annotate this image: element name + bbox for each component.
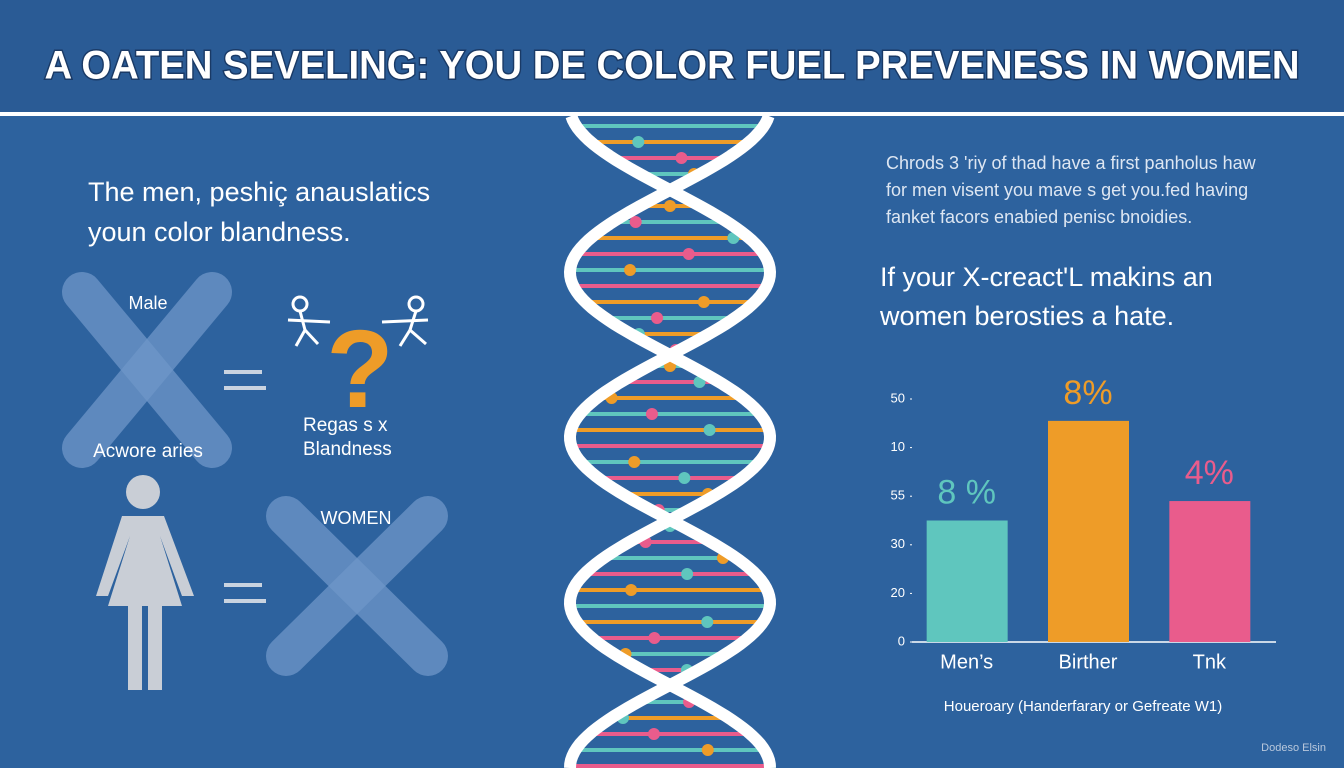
helix-bead	[651, 312, 664, 324]
helix-strand	[563, 113, 777, 768]
dna-helix	[563, 113, 777, 768]
y-tick-label: 30	[891, 536, 905, 551]
figure-icons	[287, 295, 429, 347]
title-bar	[0, 0, 1344, 112]
women-x	[266, 496, 448, 676]
male-caption: Acwore aries	[93, 441, 203, 462]
result-label: Regas s x	[303, 415, 388, 436]
bar-chart: 0 20 30 55 10 50 8 % Men’s 8% Birther 4% Tnk	[891, 374, 1276, 673]
helix-strand	[563, 113, 777, 768]
bar-label: 8 %	[937, 473, 996, 511]
y-tick-label: 10	[891, 439, 905, 454]
paragraph: Chrods 3 'riy of thad have a first panho…	[886, 153, 1257, 173]
helix-bead	[678, 472, 691, 484]
helix-bead	[625, 584, 638, 596]
right-heading: If your X-creact'L makins an	[880, 262, 1213, 292]
result-label: Blandness	[303, 439, 392, 460]
helix-bead	[701, 744, 714, 756]
title: A OATEN SEVELING: YOU DE COLOR FUEL PREV…	[45, 44, 1300, 88]
helix-bead	[682, 248, 695, 260]
male-label: Male	[128, 293, 167, 313]
helix-bead	[703, 424, 716, 436]
women-label: WOMEN	[321, 508, 392, 528]
question-mark: ?	[326, 308, 393, 431]
helix-bead	[645, 408, 658, 420]
helix-bead	[632, 136, 645, 148]
helix-bead	[664, 200, 676, 212]
y-tick-label: 20	[891, 585, 905, 600]
helix-bead	[629, 216, 642, 228]
left-heading: The men, peshiç anauslatics	[88, 177, 430, 207]
helix-bead	[697, 296, 710, 308]
helix-bead	[675, 152, 688, 164]
x-tick-label: Birther	[1059, 651, 1118, 673]
title-rule	[0, 112, 1344, 116]
y-tick-label: 50	[891, 390, 905, 405]
credit: Dodeso Elsin	[1261, 742, 1326, 754]
helix-bead	[624, 264, 637, 276]
helix-bead	[681, 568, 694, 580]
y-tick-label: 55	[891, 488, 905, 503]
paragraph: fanket facors enabied penisc bnoidies.	[886, 207, 1192, 227]
helix-bead	[648, 632, 661, 644]
helix-bead	[647, 728, 660, 740]
y-tick-label: 0	[898, 633, 905, 648]
arrow	[224, 370, 266, 603]
bar	[1169, 501, 1251, 642]
x-axis-label: Houeroary (Handerfarary or Gefreate W1)	[944, 698, 1222, 715]
woman-icon	[96, 475, 194, 690]
left-heading: youn color blandness.	[88, 217, 351, 247]
bar-label: 4%	[1185, 454, 1234, 492]
x-tick-label: Tnk	[1193, 651, 1227, 673]
male-x	[62, 272, 232, 468]
paragraph: for men visent you mave s get you.fed ha…	[886, 180, 1248, 200]
helix-bead	[628, 456, 641, 468]
bar-label: 8%	[1063, 374, 1112, 412]
bar	[1048, 420, 1129, 642]
bar	[926, 520, 1008, 642]
x-tick-label: Men’s	[940, 651, 993, 673]
helix-bead	[701, 616, 714, 628]
right-heading: women berosties a hate.	[879, 301, 1174, 331]
